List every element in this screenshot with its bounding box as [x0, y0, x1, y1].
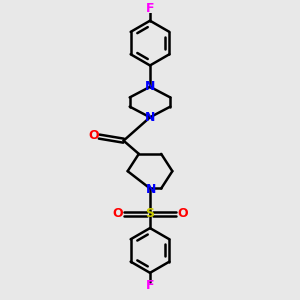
Text: O: O [177, 207, 188, 220]
Text: N: N [145, 80, 155, 93]
Text: F: F [146, 2, 154, 15]
Text: S: S [146, 207, 154, 220]
Text: N: N [146, 183, 156, 196]
Text: O: O [112, 207, 123, 220]
Text: F: F [146, 278, 154, 292]
Text: O: O [89, 129, 99, 142]
Text: N: N [145, 111, 155, 124]
